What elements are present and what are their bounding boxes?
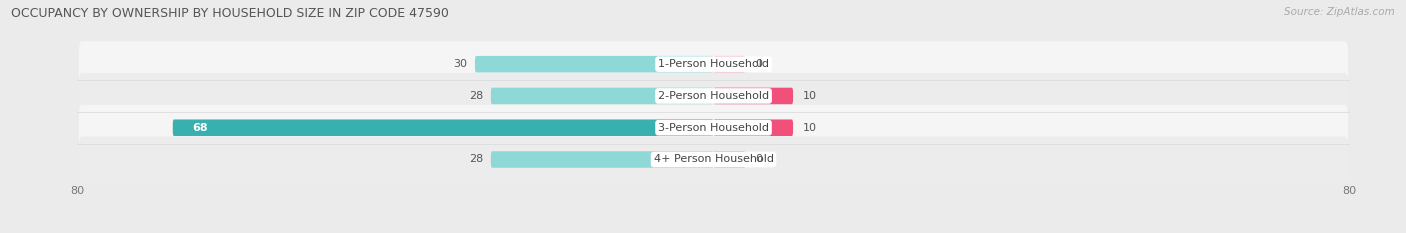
FancyBboxPatch shape	[714, 88, 793, 104]
FancyBboxPatch shape	[79, 73, 1348, 119]
Text: 3-Person Household: 3-Person Household	[658, 123, 769, 133]
Text: 28: 28	[468, 154, 482, 164]
Text: 4+ Person Household: 4+ Person Household	[654, 154, 773, 164]
Text: 0: 0	[755, 59, 762, 69]
Text: 10: 10	[803, 91, 817, 101]
Text: 10: 10	[803, 123, 817, 133]
FancyBboxPatch shape	[79, 105, 1348, 151]
FancyBboxPatch shape	[475, 56, 714, 72]
Text: 68: 68	[193, 123, 208, 133]
Text: 28: 28	[468, 91, 482, 101]
Text: OCCUPANCY BY OWNERSHIP BY HOUSEHOLD SIZE IN ZIP CODE 47590: OCCUPANCY BY OWNERSHIP BY HOUSEHOLD SIZE…	[11, 7, 449, 20]
FancyBboxPatch shape	[714, 151, 745, 168]
Text: 30: 30	[453, 59, 467, 69]
Text: Source: ZipAtlas.com: Source: ZipAtlas.com	[1284, 7, 1395, 17]
FancyBboxPatch shape	[714, 56, 745, 72]
FancyBboxPatch shape	[79, 41, 1348, 87]
Text: 2-Person Household: 2-Person Household	[658, 91, 769, 101]
FancyBboxPatch shape	[491, 151, 714, 168]
FancyBboxPatch shape	[714, 120, 793, 136]
Text: 1-Person Household: 1-Person Household	[658, 59, 769, 69]
Text: 0: 0	[755, 154, 762, 164]
FancyBboxPatch shape	[491, 88, 714, 104]
FancyBboxPatch shape	[173, 120, 714, 136]
FancyBboxPatch shape	[79, 137, 1348, 182]
